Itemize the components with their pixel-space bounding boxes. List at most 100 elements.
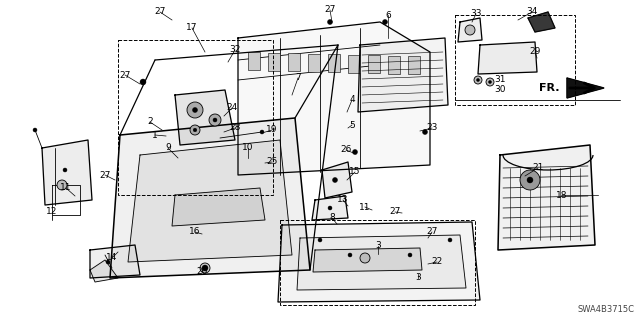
- Circle shape: [213, 118, 217, 122]
- Text: 32: 32: [229, 46, 241, 55]
- Text: 13: 13: [337, 196, 349, 204]
- Bar: [408, 56, 420, 74]
- Text: 19: 19: [266, 125, 278, 135]
- Text: 27: 27: [99, 170, 111, 180]
- Polygon shape: [42, 140, 92, 205]
- Text: 7: 7: [295, 73, 301, 83]
- Bar: [388, 56, 400, 73]
- Polygon shape: [238, 22, 430, 175]
- Polygon shape: [478, 42, 537, 74]
- Text: 27: 27: [426, 227, 438, 236]
- Circle shape: [488, 80, 492, 84]
- Bar: [288, 53, 300, 71]
- Bar: [328, 54, 340, 72]
- Circle shape: [260, 130, 264, 134]
- Text: 29: 29: [529, 48, 541, 56]
- Text: 14: 14: [106, 254, 118, 263]
- Text: 24: 24: [227, 103, 237, 113]
- Text: 16: 16: [189, 227, 201, 236]
- Bar: [268, 53, 280, 70]
- Circle shape: [318, 238, 322, 242]
- Circle shape: [33, 128, 37, 132]
- Text: 27: 27: [389, 207, 401, 217]
- Text: 9: 9: [165, 144, 171, 152]
- Circle shape: [328, 19, 333, 25]
- Circle shape: [348, 253, 352, 257]
- Polygon shape: [313, 248, 422, 272]
- Circle shape: [527, 177, 533, 183]
- Polygon shape: [458, 18, 482, 42]
- Text: 26: 26: [340, 145, 352, 154]
- Text: 34: 34: [526, 8, 538, 17]
- Polygon shape: [90, 260, 118, 282]
- Text: 31: 31: [494, 76, 506, 85]
- Text: 11: 11: [60, 183, 72, 192]
- Circle shape: [187, 102, 203, 118]
- Polygon shape: [528, 12, 555, 32]
- Polygon shape: [110, 118, 310, 278]
- Bar: [248, 52, 260, 70]
- Polygon shape: [498, 145, 595, 250]
- Text: 33: 33: [470, 10, 482, 19]
- Circle shape: [408, 253, 412, 257]
- Text: 3: 3: [415, 273, 421, 283]
- Circle shape: [448, 238, 452, 242]
- Polygon shape: [567, 78, 604, 98]
- Text: 22: 22: [431, 257, 443, 266]
- Text: 20: 20: [196, 268, 208, 277]
- Text: 5: 5: [349, 121, 355, 130]
- Text: 3: 3: [375, 241, 381, 250]
- Text: 27: 27: [154, 8, 166, 17]
- Circle shape: [333, 177, 337, 182]
- Polygon shape: [278, 222, 480, 302]
- Text: 2: 2: [147, 117, 153, 127]
- Text: 12: 12: [46, 207, 58, 217]
- Circle shape: [200, 263, 210, 273]
- Polygon shape: [358, 38, 448, 112]
- Circle shape: [193, 108, 198, 113]
- Bar: [368, 55, 380, 73]
- Text: 17: 17: [186, 24, 198, 33]
- Polygon shape: [90, 245, 140, 278]
- Text: SWA4B3715C: SWA4B3715C: [578, 305, 635, 314]
- Circle shape: [353, 150, 358, 154]
- Circle shape: [193, 128, 197, 132]
- Polygon shape: [297, 235, 466, 290]
- Circle shape: [63, 168, 67, 172]
- Text: 10: 10: [243, 144, 253, 152]
- Text: 8: 8: [329, 213, 335, 222]
- Text: 30: 30: [494, 85, 506, 94]
- Bar: [348, 55, 360, 72]
- Text: 27: 27: [324, 5, 336, 14]
- Circle shape: [520, 170, 540, 190]
- Text: 28: 28: [229, 123, 241, 132]
- Text: 4: 4: [349, 95, 355, 105]
- Polygon shape: [128, 140, 292, 262]
- Text: FR.: FR.: [540, 83, 560, 93]
- Text: 25: 25: [266, 158, 278, 167]
- Circle shape: [190, 125, 200, 135]
- Text: 1: 1: [152, 130, 158, 139]
- Circle shape: [465, 25, 475, 35]
- Text: 27: 27: [119, 70, 131, 79]
- Text: 21: 21: [532, 164, 544, 173]
- Circle shape: [422, 130, 428, 135]
- Circle shape: [486, 78, 494, 86]
- Circle shape: [57, 180, 67, 190]
- Polygon shape: [312, 196, 348, 220]
- Circle shape: [383, 19, 387, 25]
- Polygon shape: [175, 90, 235, 145]
- Circle shape: [328, 206, 332, 210]
- Circle shape: [477, 78, 479, 81]
- Text: 18: 18: [556, 190, 568, 199]
- Circle shape: [474, 76, 482, 84]
- Polygon shape: [322, 162, 352, 198]
- Circle shape: [106, 260, 110, 264]
- Circle shape: [140, 79, 146, 85]
- Circle shape: [202, 265, 208, 271]
- Polygon shape: [172, 188, 265, 226]
- Text: 11: 11: [359, 203, 371, 211]
- Text: 15: 15: [349, 167, 361, 176]
- Text: 6: 6: [385, 11, 391, 19]
- Circle shape: [209, 114, 221, 126]
